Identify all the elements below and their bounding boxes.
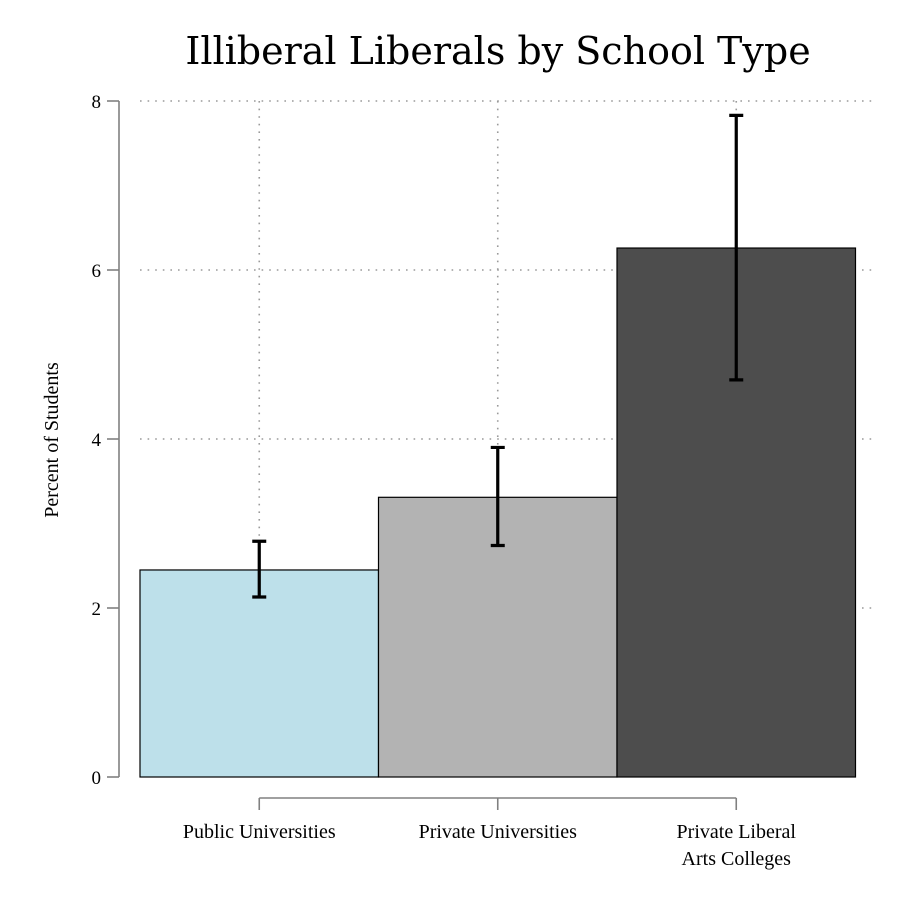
bar-0	[139, 569, 380, 778]
error-bar-0	[252, 539, 267, 599]
error-bar-1	[490, 445, 505, 548]
y-tick-label-0: 0	[92, 768, 102, 789]
y-tick-label-1: 2	[92, 599, 102, 620]
error-bars	[252, 113, 744, 599]
bars	[139, 247, 857, 778]
y-tick-label-4: 8	[92, 92, 102, 113]
error-bar-2	[729, 113, 744, 382]
x-tick-label-0: Public Universities	[183, 821, 336, 843]
y-axis-label: Percent of Students	[41, 362, 63, 518]
x-tick-label-1: Private Universities	[419, 821, 578, 843]
y-tick-label-3: 6	[92, 261, 102, 282]
chart-title: Illiberal Liberals by School Type	[185, 29, 810, 73]
axes: 0 2 4 6 8 Public Universities Private Universi…	[92, 92, 797, 870]
y-tick-label-2: 4	[92, 430, 102, 451]
x-tick-label-2: Private Liberal Arts Colleges	[677, 821, 797, 870]
